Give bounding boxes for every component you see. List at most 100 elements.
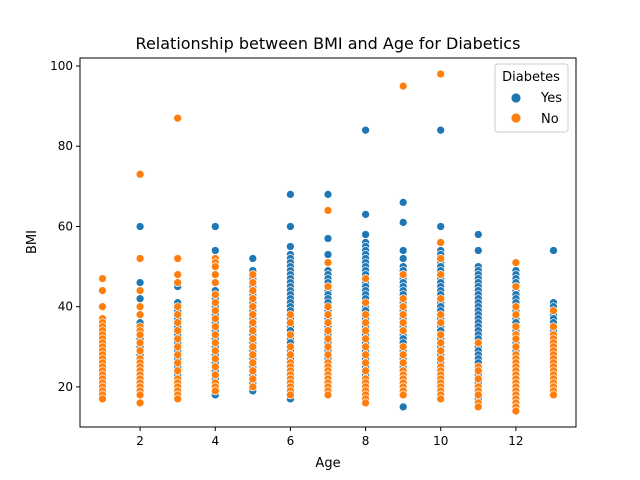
legend-label-yes: Yes [540, 91, 562, 106]
x-tick-label: 12 [508, 434, 523, 448]
data-point-no [398, 326, 408, 336]
axes-frame [79, 57, 577, 428]
data-point-no [210, 298, 220, 308]
data-point-no [248, 374, 258, 384]
data-point-no [323, 302, 333, 312]
data-point-no [135, 390, 145, 400]
data-point-no [248, 350, 258, 360]
data-point-no [473, 402, 483, 412]
legend-marker-yes [510, 92, 522, 104]
data-point-no [323, 310, 333, 320]
data-point-yes [210, 222, 220, 231]
data-point-no [135, 338, 145, 348]
data-point-yes [549, 246, 558, 255]
data-point-yes [135, 294, 145, 304]
data-point-no [549, 306, 558, 316]
data-point-yes [248, 254, 258, 263]
y-tick-label: 20 [58, 380, 73, 394]
data-point-no [436, 354, 446, 364]
data-point-no [210, 370, 220, 380]
data-point-yes [473, 230, 483, 239]
legend-label-no: No [541, 112, 559, 127]
y-axis-label: BMI [25, 230, 40, 254]
data-point-no [398, 318, 408, 328]
data-point-no [436, 270, 446, 279]
data-point-no [210, 338, 220, 348]
data-point-no [361, 326, 370, 336]
x-tick-label: 4 [211, 434, 219, 448]
data-point-yes [398, 246, 408, 255]
data-point-no [248, 326, 258, 336]
data-point-yes [361, 210, 370, 219]
data-point-yes [398, 254, 408, 263]
data-point-no [248, 286, 258, 295]
data-point-no [436, 318, 446, 328]
data-point-no [436, 294, 446, 304]
data-point-no [436, 310, 446, 320]
data-point-no [398, 342, 408, 352]
data-point-no [323, 390, 333, 400]
data-point-no [210, 306, 220, 316]
data-point-no [398, 270, 408, 279]
data-point-no [286, 342, 295, 352]
data-point-no [210, 362, 220, 372]
data-point-no [436, 346, 446, 356]
data-point-no [511, 342, 521, 352]
data-point-no [135, 286, 145, 295]
data-point-no [361, 310, 370, 320]
data-point-yes [398, 198, 408, 207]
data-point-no [473, 366, 483, 376]
data-point-no [173, 394, 183, 404]
data-point-no [248, 270, 258, 279]
y-axis: 20 40 60 80 100 [50, 59, 80, 394]
x-axis-label: Age [315, 456, 340, 471]
x-tick-label: 2 [136, 434, 144, 448]
data-point-no [210, 322, 220, 332]
x-tick-label: 6 [287, 434, 295, 448]
data-point-no [248, 342, 258, 352]
data-point-no [323, 258, 333, 267]
data-point-no [549, 322, 558, 332]
data-point-no [361, 358, 370, 368]
data-point-no [98, 286, 107, 295]
data-point-no [248, 366, 258, 376]
y-tick-label: 100 [50, 59, 73, 73]
data-point-no [398, 390, 408, 400]
data-point-no [323, 318, 333, 328]
data-point-no [286, 310, 295, 320]
data-point-yes [398, 402, 408, 412]
data-point-no [436, 254, 446, 263]
data-point-no [173, 366, 183, 376]
data-point-no [286, 350, 295, 360]
data-point-no [98, 394, 107, 404]
data-point-no [248, 334, 258, 344]
data-point-no [473, 390, 483, 400]
data-point-no [436, 238, 446, 247]
data-point-no [286, 390, 295, 400]
data-point-no [173, 350, 183, 360]
data-point-yes [361, 125, 370, 135]
data-point-yes [323, 250, 333, 259]
y-tick-label: 60 [58, 219, 73, 233]
data-point-yes [135, 222, 145, 231]
data-point-yes [473, 246, 483, 255]
data-point-no [549, 390, 558, 400]
data-point-no [323, 350, 333, 360]
data-point-no [173, 113, 183, 123]
data-point-no [361, 298, 370, 308]
data-point-no [173, 254, 183, 263]
data-point-no [473, 374, 483, 384]
data-point-no [361, 350, 370, 360]
data-point-no [398, 81, 408, 91]
data-point-no [173, 278, 183, 287]
data-point-no [436, 338, 446, 348]
data-point-no [511, 406, 521, 416]
data-point-no [511, 258, 521, 267]
data-point-yes [286, 242, 295, 251]
y-tick-label: 80 [58, 139, 73, 153]
data-point-no [210, 278, 220, 287]
data-point-no [248, 278, 258, 287]
data-point-no [210, 262, 220, 271]
data-point-no [361, 274, 370, 283]
